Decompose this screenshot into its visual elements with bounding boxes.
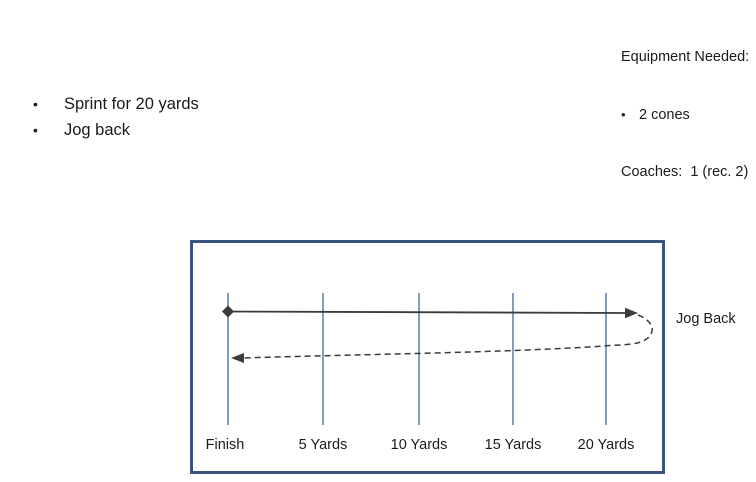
sprint-line [227,310,627,314]
jog-back-label: Jog Back [676,311,736,327]
bullet-icon: • [621,107,626,122]
yard-label-20: 20 Yards [577,437,635,453]
equipment-item: • 2 cones [621,105,749,125]
list-item: • Sprint for 20 yards [33,91,199,117]
equipment-title: Equipment Needed: [621,49,750,65]
arrowhead-right-icon [625,307,638,319]
start-diamond-icon [222,305,234,318]
equipment-item-label: 2 cones [639,107,690,123]
equipment-panel: Equipment Needed: • 2 cones Coaches: 1 (… [621,10,749,220]
coaches-line: Coaches: 1 (rec. 2) [621,164,749,180]
instruction-list: • Sprint for 20 yards • Jog back [33,91,199,143]
drill-diagram-box: Finish 5 Yards 10 Yards 15 Yards 20 Yard… [190,240,665,474]
jog-back-path [242,314,653,359]
arrowhead-left-icon [231,353,244,363]
instruction-label: Sprint for 20 yards [64,95,199,113]
yard-label-5: 5 Yards [298,437,348,453]
yard-label-finish: Finish [205,437,245,453]
yard-label-15: 15 Yards [484,437,542,453]
jog-back-arrow [231,314,653,363]
instruction-label: Jog back [64,121,131,139]
bullet-icon: • [33,122,38,138]
yard-label-10: 10 Yards [390,437,448,453]
sprint-arrow [222,305,638,319]
list-item: • Jog back [33,117,199,143]
drill-diagram-graphic [222,293,653,425]
yard-lines [227,293,607,425]
bullet-icon: • [33,96,38,112]
